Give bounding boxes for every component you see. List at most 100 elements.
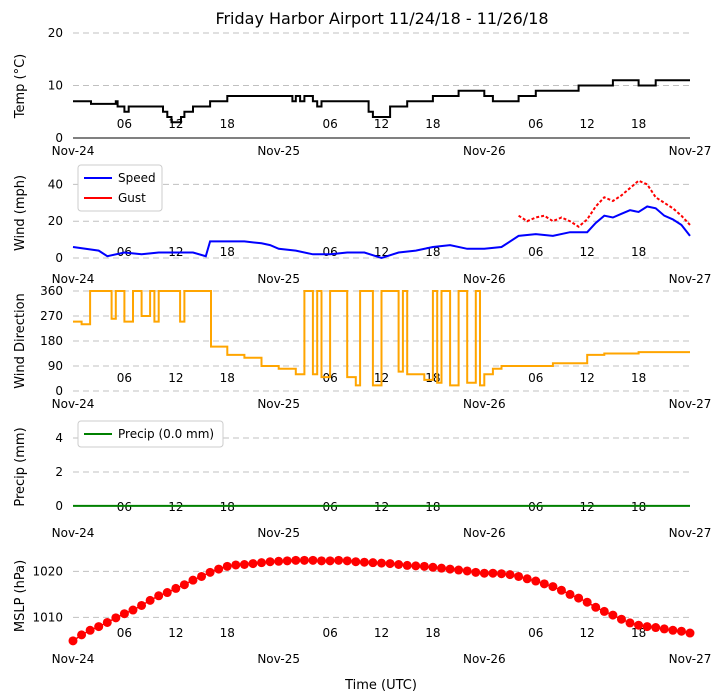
x-tick-label-temp-1: 06	[117, 117, 132, 131]
mslp-point-37	[385, 559, 395, 569]
y-tick-label-wind-0: 0	[55, 251, 63, 265]
y-axis-label-wind: Wind (mph)	[13, 175, 28, 251]
x-tick-label-wind-6: 12	[374, 245, 389, 259]
mslp-point-24	[274, 556, 284, 566]
x-tick-label-mslp-2: 12	[168, 626, 183, 640]
mslp-point-45	[454, 565, 464, 575]
mslp-point-6	[119, 609, 129, 619]
x-tick-label-precip-4: Nov-25	[257, 526, 300, 540]
mslp-point-16	[205, 567, 215, 577]
x-tick-label-wdir-10: 12	[580, 371, 595, 385]
mslp-point-58	[565, 589, 575, 599]
y-tick-label-wdir-0: 0	[55, 384, 63, 398]
y-tick-label-wind-1: 20	[48, 214, 63, 228]
x-tick-label-wind-8: Nov-26	[463, 272, 506, 286]
mslp-point-66	[634, 620, 644, 630]
mslp-point-25	[282, 556, 292, 566]
mslp-point-59	[574, 593, 584, 603]
x-tick-label-wdir-3: 18	[220, 371, 235, 385]
y-tick-label-precip-0: 0	[55, 499, 63, 513]
x-tick-label-wind-12: Nov-27	[669, 272, 712, 286]
mslp-point-28	[308, 555, 318, 565]
x-tick-label-temp-3: 18	[220, 117, 235, 131]
x-tick-label-temp-8: Nov-26	[463, 144, 506, 158]
x-tick-label-temp-9: 06	[528, 117, 543, 131]
mslp-point-4	[102, 617, 112, 627]
mslp-point-57	[556, 585, 566, 595]
mslp-point-21	[248, 559, 258, 569]
mslp-point-13	[179, 580, 189, 590]
x-tick-label-temp-12: Nov-27	[669, 144, 712, 158]
x-tick-label-precip-0: Nov-24	[52, 526, 95, 540]
mslp-point-51	[505, 570, 515, 580]
x-axis-label: Time (UTC)	[344, 678, 417, 693]
series-wind-speed	[72, 205, 691, 260]
mslp-point-44	[445, 564, 455, 574]
x-tick-label-wind-9: 06	[528, 245, 543, 259]
mslp-point-33	[351, 557, 361, 567]
mslp-point-30	[325, 556, 335, 566]
x-tick-label-wind-3: 18	[220, 245, 235, 259]
x-tick-label-wind-10: 12	[580, 245, 595, 259]
mslp-point-53	[522, 574, 532, 584]
x-tick-label-wdir-0: Nov-24	[52, 397, 95, 411]
mslp-point-38	[394, 560, 404, 569]
mslp-point-9	[145, 595, 155, 605]
x-tick-label-wdir-8: Nov-26	[463, 397, 506, 411]
y-tick-label-wdir-4: 360	[40, 284, 63, 298]
x-tick-label-precip-8: Nov-26	[463, 526, 506, 540]
mslp-point-19	[231, 560, 241, 570]
x-tick-label-mslp-11: 18	[631, 626, 646, 640]
x-tick-label-precip-5: 06	[322, 500, 337, 514]
mslp-point-20	[239, 560, 249, 569]
legend-label-wind-0: Speed	[118, 171, 156, 185]
mslp-point-39	[402, 560, 412, 570]
mslp-point-27	[299, 555, 309, 565]
x-tick-label-mslp-4: Nov-25	[257, 652, 300, 666]
y-tick-label-mslp-0: 1010	[32, 610, 63, 624]
x-tick-label-precip-7: 18	[425, 500, 440, 514]
mslp-point-34	[359, 557, 369, 567]
x-tick-label-wind-5: 06	[322, 245, 337, 259]
legend-label-precip-0: Precip (0.0 mm)	[118, 427, 214, 441]
mslp-point-1	[77, 630, 87, 640]
x-tick-label-precip-2: 12	[168, 500, 183, 514]
x-tick-label-mslp-6: 12	[374, 626, 389, 640]
x-tick-label-precip-9: 06	[528, 500, 543, 514]
mslp-point-72	[685, 628, 695, 638]
mslp-point-22	[257, 558, 267, 568]
x-tick-label-mslp-1: 06	[117, 626, 132, 640]
panel-wdir: 0 90 180 270 360 Nov-24 06 12 18 Nov-25 06 12 18 Nov-…	[13, 284, 711, 411]
x-tick-label-temp-4: Nov-25	[257, 144, 300, 158]
mslp-point-70	[668, 625, 678, 635]
x-tick-label-wind-0: Nov-24	[52, 272, 95, 286]
mslp-point-42	[428, 562, 438, 572]
mslp-point-64	[616, 614, 626, 624]
x-tick-label-temp-10: 12	[580, 117, 595, 131]
mslp-point-71	[676, 626, 686, 636]
x-tick-label-temp-7: 18	[425, 117, 440, 131]
x-tick-label-precip-1: 06	[117, 500, 132, 514]
x-tick-label-precip-6: 12	[374, 500, 389, 514]
mslp-point-31	[334, 555, 344, 565]
mslp-point-50	[496, 569, 506, 579]
mslp-point-36	[377, 558, 386, 568]
x-tick-label-temp-11: 18	[631, 117, 646, 131]
y-tick-label-temp-0: 0	[55, 131, 63, 145]
legend-box-wind	[77, 164, 163, 212]
y-axis-label-precip: Precip (mm)	[13, 427, 28, 506]
mslp-point-35	[368, 558, 378, 568]
series-wdir-direction	[73, 290, 690, 387]
x-tick-label-wdir-11: 18	[631, 371, 646, 385]
y-tick-label-wdir-2: 180	[40, 334, 63, 348]
x-tick-label-wdir-4: Nov-25	[257, 397, 300, 411]
mslp-point-63	[608, 610, 618, 620]
mslp-point-41	[419, 561, 429, 571]
mslp-point-69	[659, 624, 669, 634]
y-tick-label-precip-1: 2	[55, 465, 63, 479]
x-tick-label-wind-11: 18	[631, 245, 646, 259]
